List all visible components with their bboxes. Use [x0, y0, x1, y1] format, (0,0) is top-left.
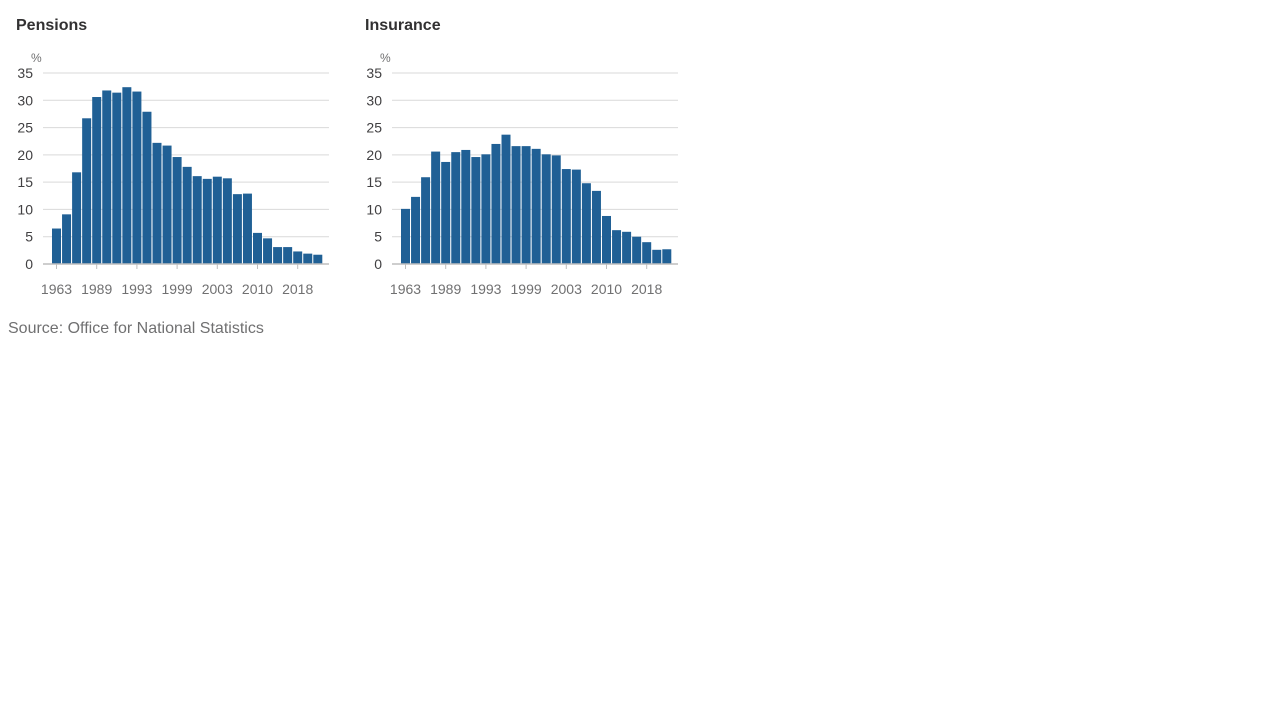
bar	[263, 238, 273, 264]
x-tick-label: 1963	[41, 281, 72, 297]
y-tick-label: 0	[25, 256, 33, 272]
pensions-chart: Pensions % 0 5 10 15 20 25 30 35 1963 1989 1993 1999…	[8, 0, 348, 300]
bar	[242, 193, 252, 264]
x-tick-label: 1963	[390, 281, 421, 297]
source-note: Source: Office for National Statistics	[8, 320, 264, 337]
y-tick-label: 5	[374, 229, 382, 245]
x-tick-label: 1989	[81, 281, 112, 297]
x-tick-label: 1993	[121, 281, 152, 297]
bar	[441, 161, 451, 264]
bar	[202, 178, 212, 264]
x-tick-label: 1989	[430, 281, 461, 297]
bar	[62, 214, 72, 264]
bar	[491, 143, 501, 264]
x-tick-label: 1993	[470, 281, 501, 297]
bar	[253, 232, 262, 264]
bar	[511, 146, 521, 264]
x-tick-label: 1999	[162, 281, 193, 297]
bar	[162, 145, 172, 264]
y-tick-label: 15	[366, 174, 382, 190]
x-tick-label: 2003	[202, 281, 233, 297]
bar	[561, 169, 571, 264]
x-tick-label: 1999	[511, 281, 542, 297]
bar	[273, 247, 283, 264]
y-unit-label: %	[31, 51, 42, 65]
bar	[411, 196, 421, 264]
bar	[122, 87, 132, 264]
y-tick-label: 20	[17, 147, 33, 163]
y-tick-label: 30	[366, 92, 382, 108]
bar	[222, 178, 232, 264]
chart-title: Insurance	[365, 17, 441, 34]
bar	[501, 134, 511, 264]
bar	[182, 166, 192, 264]
bar	[72, 172, 82, 264]
bar	[421, 177, 431, 264]
bar	[303, 253, 313, 264]
y-tick-label: 25	[17, 120, 33, 136]
y-tick-label: 10	[366, 201, 382, 217]
y-tick-label: 30	[17, 92, 33, 108]
y-tick-label: 15	[17, 174, 33, 190]
bar	[632, 236, 642, 264]
y-tick-label: 35	[366, 65, 382, 81]
insurance-chart-svg: % 0 5 10 15 20 25 30 35 1963 1989 1993 1999 2003 2010 2…	[366, 51, 678, 297]
bar	[232, 194, 242, 264]
y-tick-label: 5	[25, 229, 33, 245]
insurance-chart: Insurance % 0 5 10 15 20 25 30 35 1963 1989 1993 199…	[357, 0, 697, 300]
bar	[142, 111, 152, 264]
chart-title: Pensions	[16, 17, 88, 34]
bar	[313, 254, 323, 264]
bar	[132, 91, 142, 264]
x-tick-label: 2018	[282, 281, 313, 297]
bar	[652, 249, 662, 264]
y-unit-label: %	[380, 51, 391, 65]
bar	[92, 97, 102, 264]
bar	[152, 142, 162, 264]
bar	[461, 149, 471, 264]
bar	[52, 228, 61, 264]
bar	[112, 92, 122, 264]
y-tick-label: 25	[366, 120, 382, 136]
x-tick-label: 2010	[242, 281, 273, 297]
bar	[172, 157, 182, 264]
bar	[102, 90, 112, 264]
bar	[602, 215, 611, 264]
x-tick-label: 2018	[631, 281, 662, 297]
bar	[531, 148, 541, 264]
y-tick-label: 0	[374, 256, 382, 272]
y-tick-label: 20	[366, 147, 382, 163]
bar	[471, 157, 481, 264]
bar	[612, 230, 622, 264]
bar	[571, 169, 581, 264]
y-tick-label: 35	[17, 65, 33, 81]
bar	[581, 183, 591, 264]
pensions-chart-svg: % 0 5 10 15 20 25 30 35 1963 1989 1993 1999 2003 2010 2…	[17, 51, 329, 297]
bar	[591, 190, 601, 264]
bar	[293, 251, 303, 264]
x-tick-label: 2003	[551, 281, 582, 297]
bar	[662, 249, 672, 264]
bar	[642, 242, 652, 264]
bar	[283, 247, 293, 264]
bar	[551, 155, 561, 264]
bar	[401, 208, 410, 264]
bar	[521, 146, 531, 264]
y-tick-label: 10	[17, 201, 33, 217]
bar	[451, 152, 461, 264]
bar	[431, 151, 441, 264]
bar	[481, 154, 491, 264]
bar	[82, 118, 92, 265]
bar	[192, 176, 202, 264]
x-tick-label: 2010	[591, 281, 622, 297]
bar	[212, 176, 222, 264]
bar	[541, 154, 551, 264]
bar	[622, 231, 632, 264]
